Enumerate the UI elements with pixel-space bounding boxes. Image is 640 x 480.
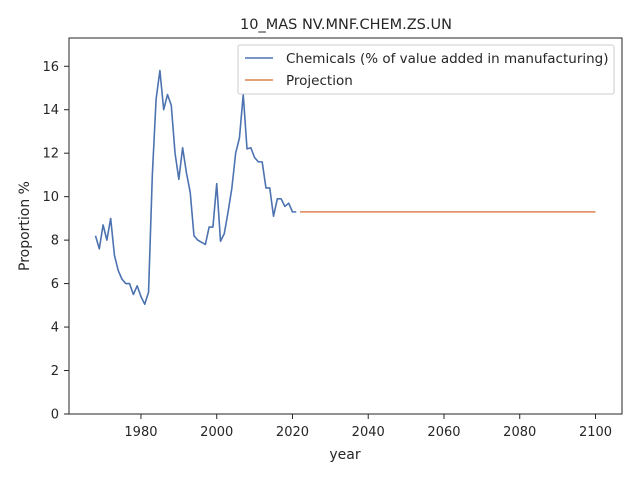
y-tick-label: 12 <box>42 147 59 162</box>
x-tick-label: 2000 <box>200 425 233 440</box>
x-axis: 1980 2000 2020 2040 2060 2080 2100 <box>124 414 612 440</box>
y-tick-label: 14 <box>42 103 59 118</box>
x-tick-label: 1980 <box>124 425 157 440</box>
y-tick-label: 2 <box>51 364 59 379</box>
chart-title: 10_MAS NV.MNF.CHEM.ZS.UN <box>240 17 452 33</box>
series-layer <box>94 69 596 306</box>
legend-label-projection: Projection <box>286 73 353 89</box>
x-tick-label: 2060 <box>427 425 460 440</box>
x-tick-label: 2080 <box>503 425 536 440</box>
x-tick-label: 2020 <box>276 425 309 440</box>
y-axis: 0 2 4 6 8 10 12 14 16 <box>42 60 69 423</box>
series-line-0 <box>94 69 297 306</box>
y-tick-label: 0 <box>51 408 59 423</box>
y-tick-label: 8 <box>51 234 59 249</box>
x-tick-label: 2040 <box>352 425 385 440</box>
axes-frame <box>68 37 623 415</box>
y-axis-label: Proportion % <box>17 181 33 271</box>
legend-frame <box>237 44 615 95</box>
plot-area <box>68 37 623 415</box>
x-tick-label: 2100 <box>579 425 612 440</box>
y-tick-label: 6 <box>51 277 59 292</box>
y-tick-label: 4 <box>51 321 59 336</box>
y-tick-label: 10 <box>42 190 59 205</box>
legend-label-chemicals: Chemicals (% of value added in manufactu… <box>286 51 609 67</box>
legend: Chemicals (% of value added in manufactu… <box>237 44 615 95</box>
y-tick-label: 16 <box>42 60 59 75</box>
x-axis-label: year <box>329 447 360 463</box>
